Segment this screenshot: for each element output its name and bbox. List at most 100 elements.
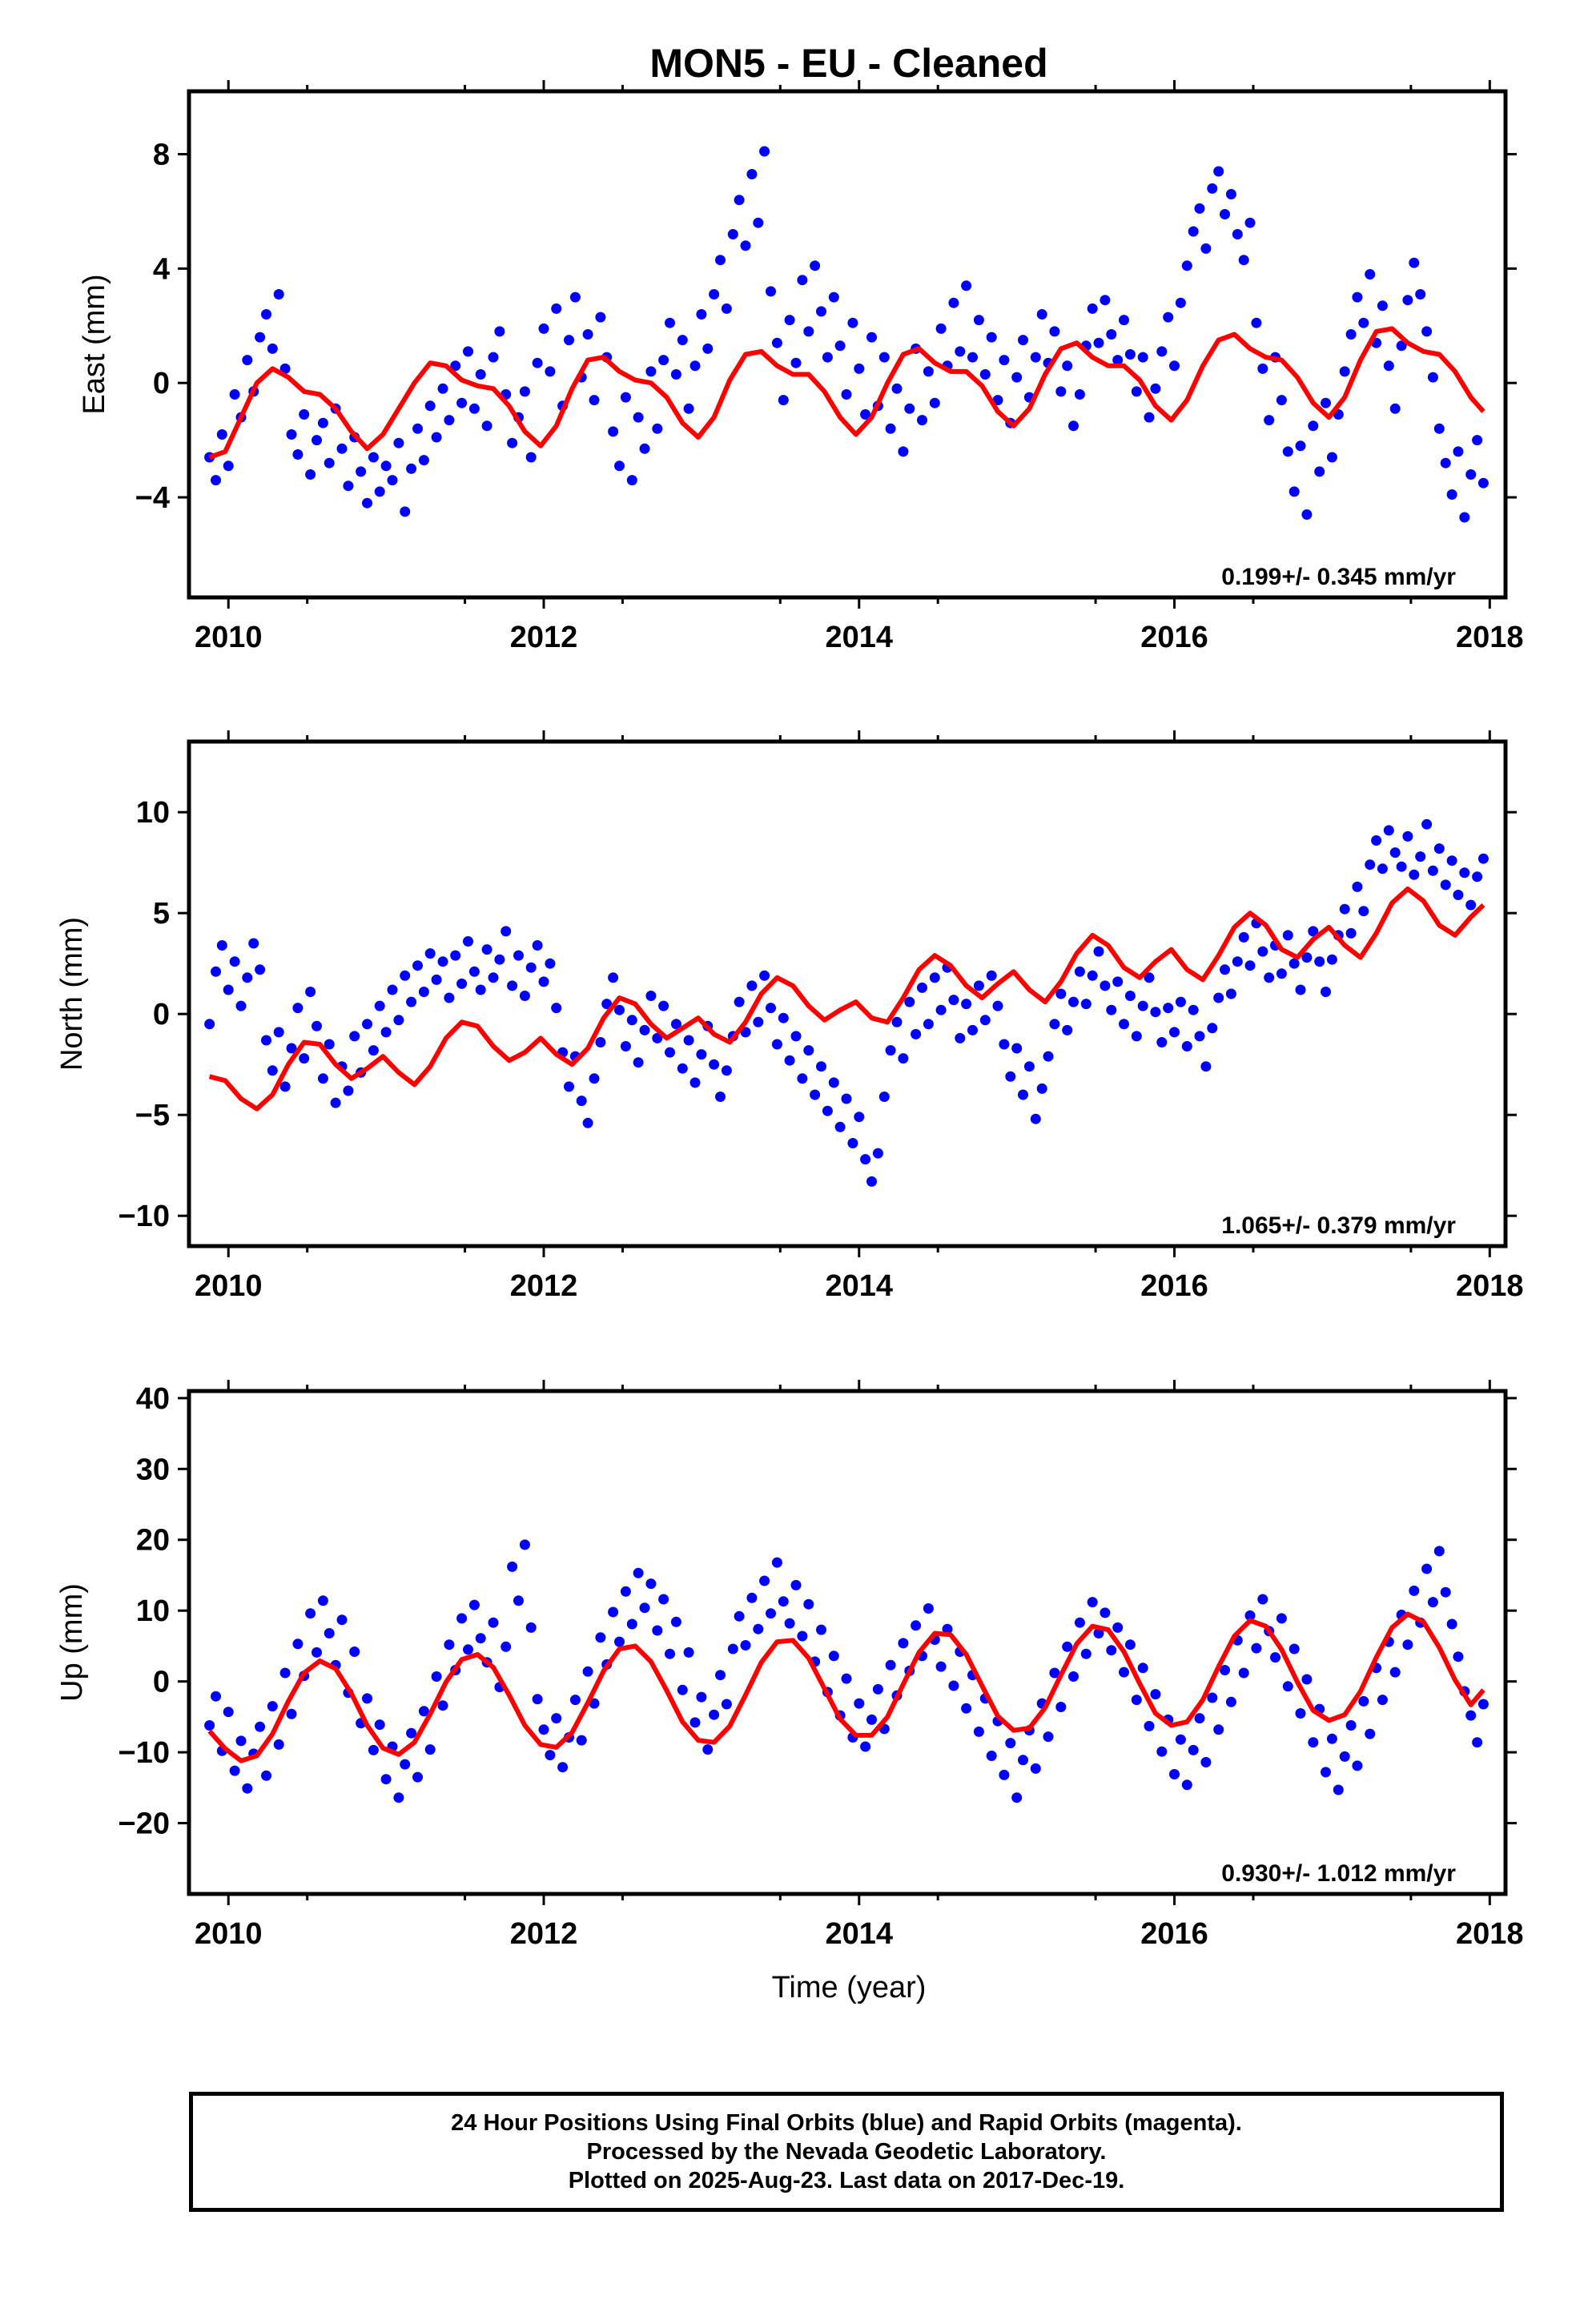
data-point bbox=[406, 996, 417, 1007]
data-point bbox=[1175, 297, 1186, 308]
data-point bbox=[1440, 457, 1451, 468]
data-point bbox=[406, 1727, 417, 1739]
data-point bbox=[1409, 869, 1420, 880]
data-point bbox=[822, 352, 833, 363]
data-point bbox=[1472, 871, 1483, 883]
data-point bbox=[929, 397, 940, 408]
x-tick-label: 2016 bbox=[1140, 621, 1208, 654]
data-point bbox=[935, 1661, 947, 1672]
data-point bbox=[771, 1557, 782, 1568]
data-point bbox=[1232, 229, 1243, 239]
data-point bbox=[709, 289, 720, 300]
data-point bbox=[1257, 363, 1268, 374]
data-point bbox=[507, 1561, 518, 1572]
data-point bbox=[1181, 1041, 1192, 1051]
data-point bbox=[582, 1666, 593, 1677]
data-point bbox=[822, 1105, 833, 1116]
x-tick-label: 2016 bbox=[1140, 1269, 1208, 1303]
data-point bbox=[1339, 1751, 1350, 1762]
data-point bbox=[766, 286, 776, 297]
data-point bbox=[1169, 1027, 1180, 1038]
data-point bbox=[532, 940, 543, 951]
data-point bbox=[658, 355, 669, 366]
data-point bbox=[810, 260, 821, 271]
data-point bbox=[740, 1640, 751, 1651]
data-point bbox=[1433, 843, 1445, 854]
data-point bbox=[1005, 1071, 1016, 1082]
data-point bbox=[721, 1699, 732, 1710]
data-point bbox=[1276, 395, 1287, 406]
data-point bbox=[292, 1003, 304, 1014]
data-point bbox=[885, 1659, 896, 1671]
data-point bbox=[759, 970, 770, 981]
data-point bbox=[1207, 183, 1218, 194]
data-point bbox=[362, 1693, 372, 1704]
data-point bbox=[639, 1602, 650, 1614]
data-point bbox=[444, 415, 455, 426]
data-point bbox=[727, 1643, 738, 1655]
data-point bbox=[911, 1028, 922, 1039]
data-point bbox=[759, 1575, 770, 1586]
data-point bbox=[1371, 835, 1382, 846]
data-point bbox=[810, 1089, 821, 1100]
data-point bbox=[1213, 1724, 1224, 1735]
data-point bbox=[387, 475, 398, 486]
data-point bbox=[317, 1595, 328, 1606]
velocity-label: 1.065+/- 0.379 mm/yr bbox=[1221, 1212, 1456, 1239]
data-point bbox=[665, 1648, 675, 1659]
data-point bbox=[437, 1700, 448, 1711]
data-point bbox=[1087, 303, 1098, 314]
data-point bbox=[834, 340, 846, 352]
data-point bbox=[393, 1792, 404, 1803]
data-point bbox=[766, 1003, 776, 1014]
data-point bbox=[1119, 1667, 1129, 1678]
data-point bbox=[992, 1000, 1003, 1011]
data-point bbox=[689, 360, 701, 372]
data-point bbox=[841, 1093, 852, 1104]
y-axis-title: Up (mm) bbox=[55, 1583, 89, 1702]
data-point bbox=[1093, 946, 1104, 957]
data-point bbox=[1119, 315, 1129, 326]
data-point bbox=[418, 455, 429, 466]
y-tick-label: 0 bbox=[153, 998, 170, 1031]
data-point bbox=[1049, 326, 1060, 337]
data-point bbox=[1314, 466, 1325, 477]
data-point bbox=[317, 417, 328, 428]
data-point bbox=[670, 1019, 681, 1030]
x-tick-label: 2012 bbox=[510, 621, 578, 654]
data-point bbox=[1068, 420, 1079, 432]
data-point bbox=[494, 326, 505, 337]
data-point bbox=[878, 1092, 890, 1102]
data-point bbox=[860, 1154, 871, 1165]
data-point bbox=[1188, 1004, 1199, 1015]
data-point bbox=[569, 292, 581, 303]
data-point bbox=[589, 1698, 600, 1709]
data-point bbox=[1080, 1648, 1092, 1659]
data-point bbox=[418, 987, 429, 997]
data-point bbox=[885, 423, 896, 434]
data-point bbox=[1389, 1667, 1401, 1678]
data-point bbox=[1175, 1734, 1186, 1745]
caption-box: 24 Hour Positions Using Final Orbits (bl… bbox=[189, 2092, 1504, 2212]
data-point bbox=[1472, 1737, 1483, 1748]
data-point bbox=[211, 475, 221, 486]
data-point bbox=[1150, 383, 1161, 394]
data-point bbox=[1106, 329, 1117, 340]
data-point bbox=[652, 1625, 663, 1636]
data-point bbox=[645, 1578, 657, 1590]
data-point bbox=[595, 1632, 606, 1643]
data-point bbox=[1200, 1757, 1212, 1767]
data-point bbox=[1389, 847, 1401, 858]
data-point bbox=[431, 1671, 442, 1682]
data-point bbox=[803, 326, 814, 337]
data-point bbox=[955, 1032, 966, 1043]
data-point bbox=[1301, 952, 1313, 963]
data-point bbox=[999, 1769, 1010, 1780]
data-point bbox=[450, 360, 461, 372]
data-point bbox=[475, 369, 486, 380]
data-point bbox=[223, 460, 234, 472]
data-point bbox=[595, 312, 606, 323]
data-point bbox=[1465, 1710, 1477, 1721]
data-point bbox=[1150, 1007, 1161, 1018]
data-point bbox=[1459, 867, 1470, 879]
